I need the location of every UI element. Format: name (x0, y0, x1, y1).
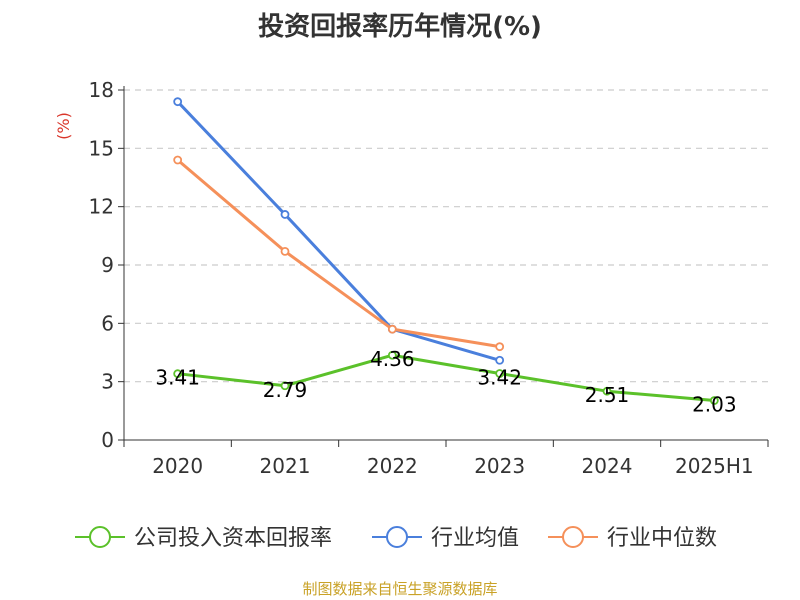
series-line (177, 353, 715, 403)
data-point (602, 386, 612, 396)
series-line (176, 158, 500, 349)
x-tick-label: 2020 (152, 454, 203, 478)
y-tick-label: 9 (101, 253, 114, 277)
y-tick-label: 15 (89, 136, 114, 160)
legend-marker (89, 526, 111, 548)
chart-title: 投资回报率历年情况(%) (258, 12, 542, 42)
data-point (495, 369, 505, 378)
data-point (387, 324, 397, 334)
data-label: 2.51 (585, 383, 630, 407)
data-point (173, 155, 183, 165)
legend-item: 行业中位数 (548, 526, 717, 551)
legend: 公司投入资本回报率 行业均值 行业中位数 (75, 526, 717, 551)
data-label: 3.41 (155, 366, 200, 390)
y-tick-label: 0 (101, 428, 114, 452)
x-tick-label: 2025H1 (675, 454, 754, 478)
data-point (173, 97, 183, 107)
y-tick-label: 18 (89, 78, 114, 102)
data-label: 3.42 (477, 366, 522, 390)
x-tick-label: 2024 (582, 454, 633, 478)
series-line (176, 100, 501, 362)
y-axis-label: (%) (54, 112, 73, 140)
legend-label: 公司投入资本回报率 (134, 526, 332, 551)
legend-label: 行业均值 (431, 526, 519, 551)
legend-label: 行业中位数 (607, 526, 717, 551)
data-point (387, 350, 397, 360)
data-point (709, 396, 719, 405)
legend-item: 行业均值 (372, 526, 519, 551)
series-layer (173, 97, 719, 405)
legend-marker (386, 526, 408, 548)
legend-marker (562, 526, 584, 548)
x-tick-label: 2021 (260, 454, 311, 478)
source-note: 制图数据来自恒生聚源数据库 (302, 580, 498, 598)
data-label: 2.79 (263, 378, 308, 402)
x-tick-label: 2023 (474, 454, 525, 478)
legend-item: 公司投入资本回报率 (75, 526, 332, 551)
data-label: 2.03 (692, 393, 737, 417)
data-point (173, 369, 183, 379)
y-tick-label: 3 (101, 370, 114, 394)
data-point (280, 381, 290, 391)
data-point (495, 355, 505, 365)
axis-layer: 0 3 6 9 12 15 18 2020 2021 2022 2023 2024 2025H1 (%) (54, 78, 769, 478)
y-tick-label: 6 (101, 311, 114, 335)
x-tick-label: 2022 (367, 454, 418, 478)
data-label-layer: 3.41 2.79 4.36 3.42 2.51 2.03 (155, 347, 736, 416)
data-point (495, 342, 505, 352)
data-label: 4.36 (370, 347, 415, 371)
y-tick-label: 12 (89, 195, 114, 219)
grid-layer (124, 89, 768, 383)
data-point (280, 246, 290, 256)
data-point (280, 210, 290, 219)
